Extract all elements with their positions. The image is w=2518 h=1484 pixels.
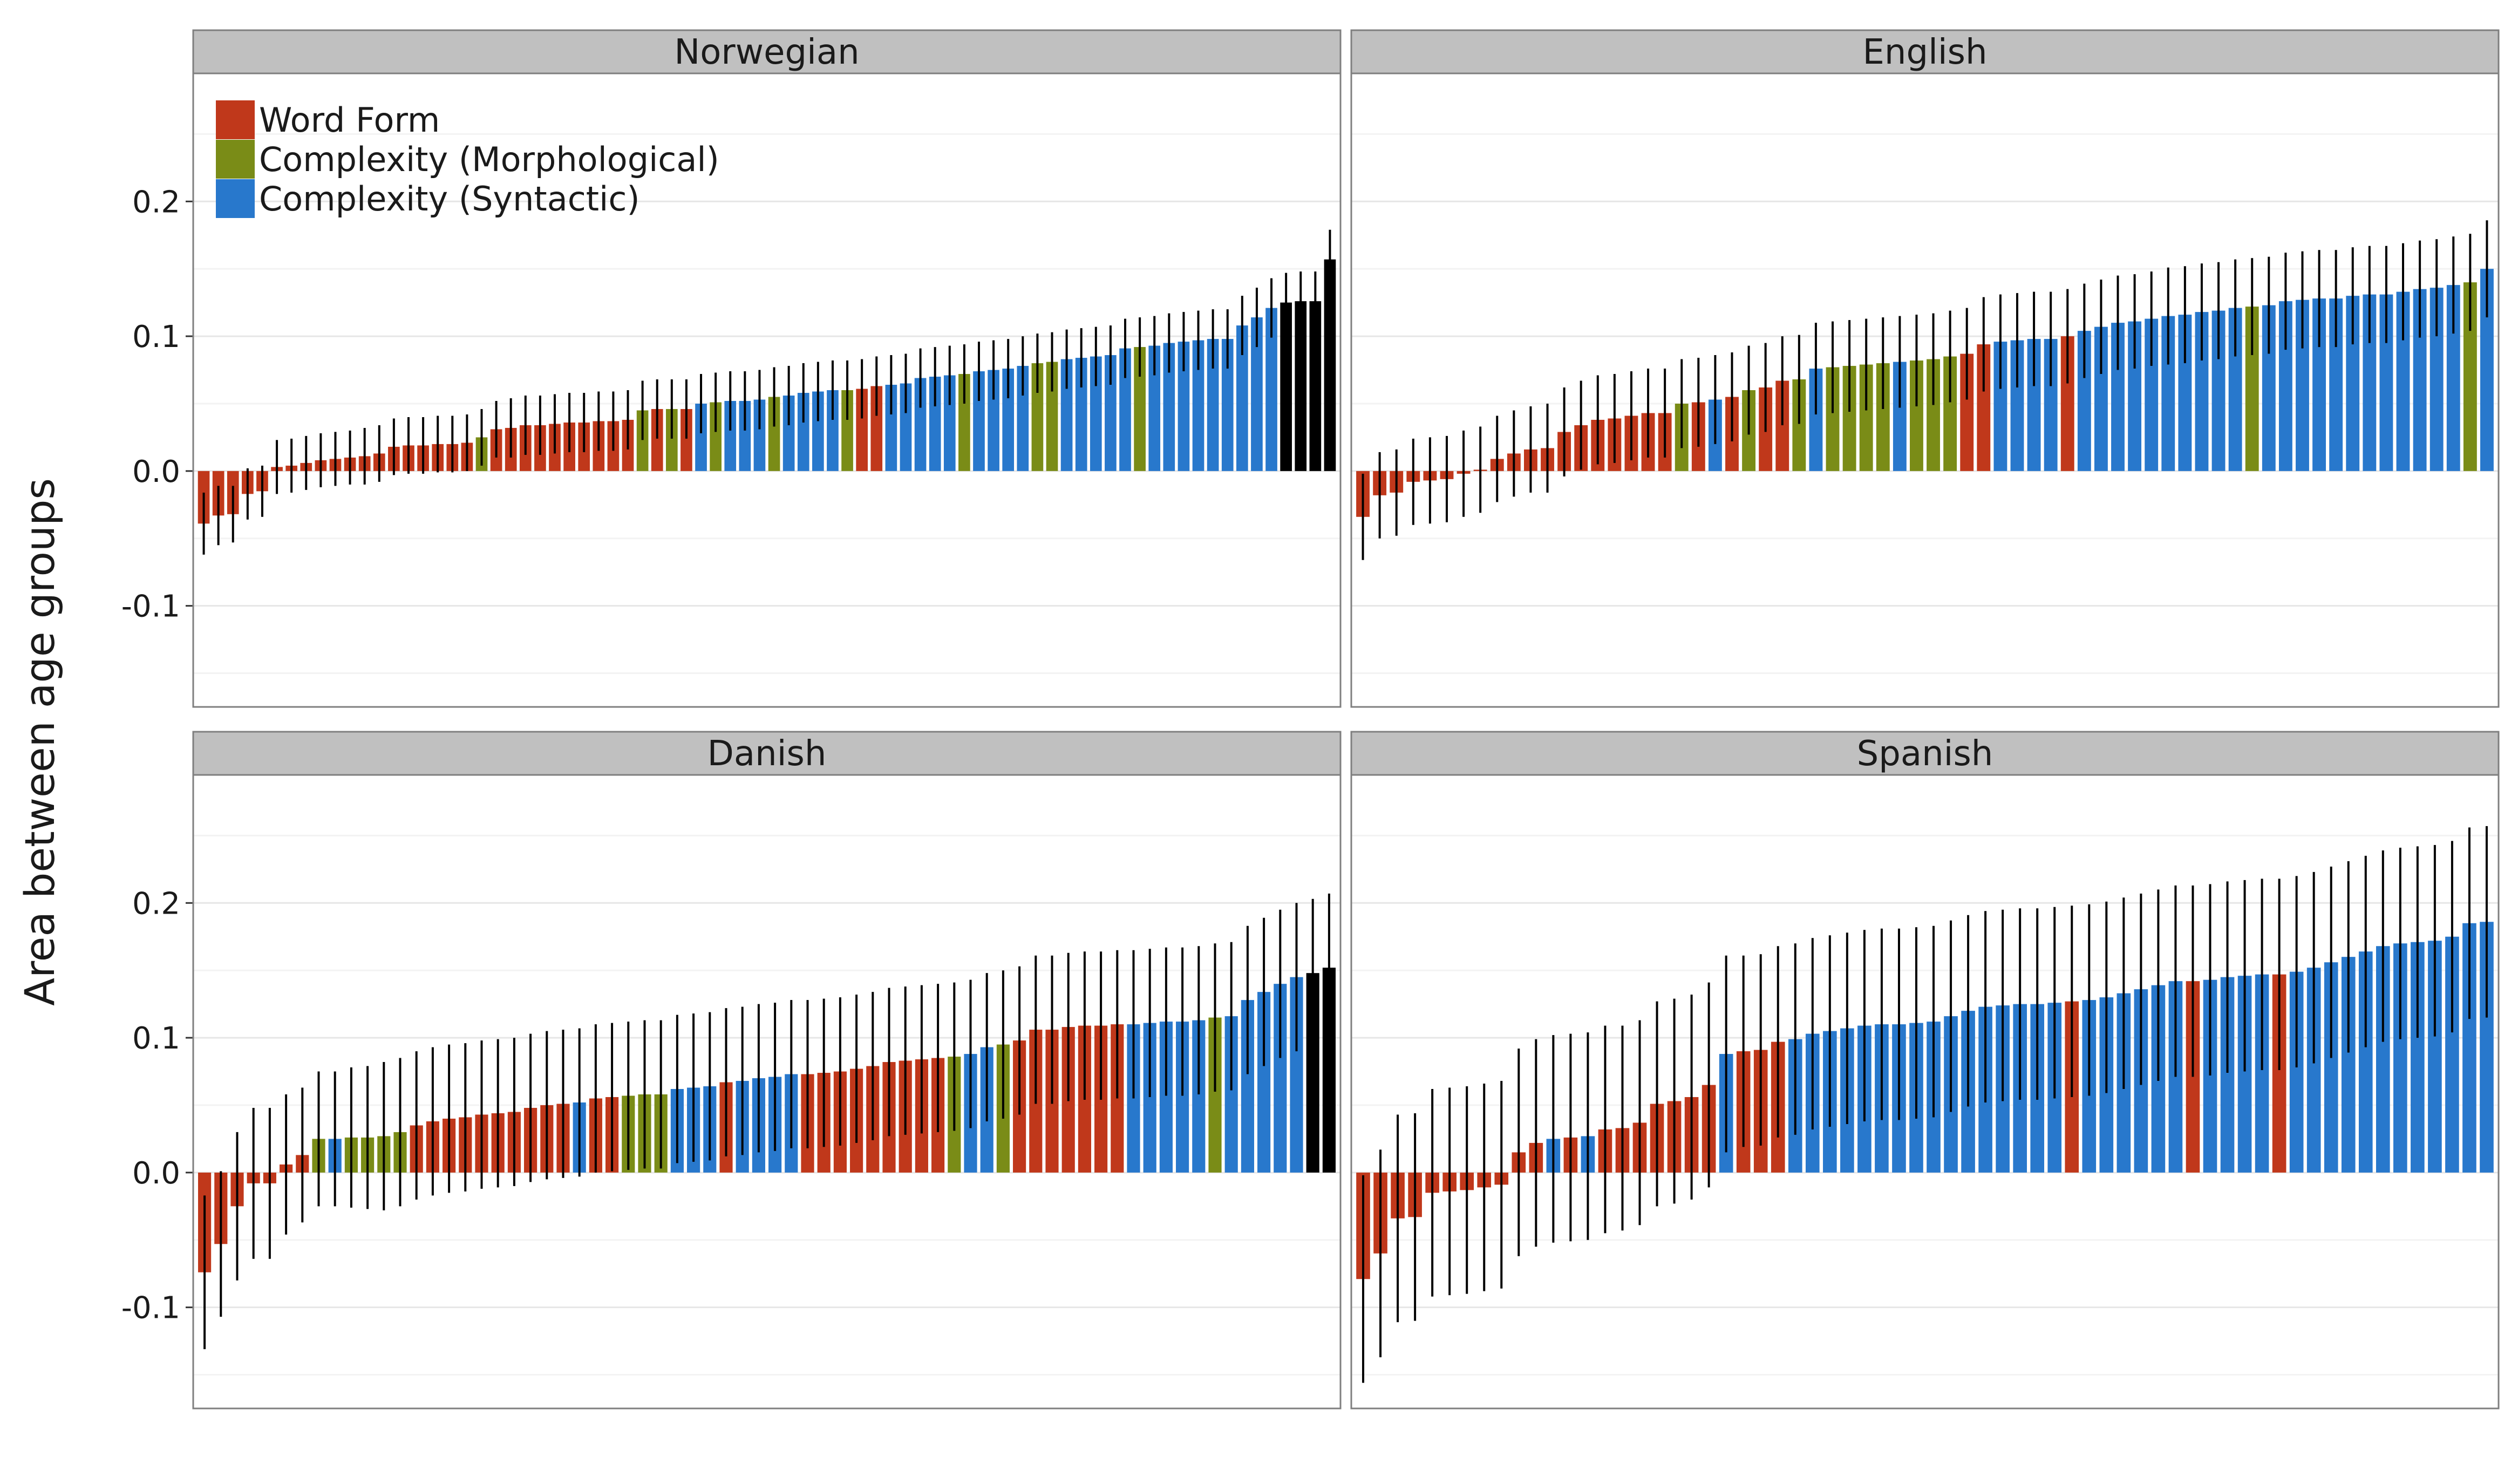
bar bbox=[1075, 358, 1087, 471]
bar bbox=[753, 399, 766, 471]
panel-background bbox=[1351, 73, 2499, 707]
bar bbox=[695, 403, 707, 471]
bar bbox=[1031, 363, 1044, 471]
bar bbox=[1163, 343, 1175, 471]
bar bbox=[943, 375, 956, 471]
bar bbox=[812, 391, 824, 471]
bar bbox=[973, 371, 985, 471]
bar bbox=[1251, 317, 1263, 471]
bar bbox=[680, 409, 692, 471]
bar bbox=[1060, 359, 1073, 471]
bar bbox=[782, 395, 795, 471]
bar bbox=[1046, 362, 1058, 471]
bar bbox=[1295, 301, 1307, 471]
bar bbox=[636, 410, 649, 471]
bar bbox=[1207, 339, 1219, 471]
bar bbox=[1119, 348, 1131, 471]
facet-strip-label: English bbox=[1862, 32, 1987, 72]
legend-label: Word Form bbox=[259, 100, 440, 140]
bar bbox=[797, 392, 809, 471]
legend-key bbox=[216, 179, 255, 218]
y-tick-label: -0.1 bbox=[121, 589, 180, 624]
y-tick-label: 0.0 bbox=[132, 454, 180, 489]
bar bbox=[856, 389, 868, 471]
bar bbox=[1148, 345, 1161, 471]
bar bbox=[1280, 302, 1292, 471]
facet-strip bbox=[192, 731, 1342, 776]
panel-norwegian: -0.1 0.0 0.1 0.2 Norwegian bbox=[121, 29, 1342, 708]
bar bbox=[1134, 347, 1146, 471]
panel-spanish: Spanish bbox=[1350, 731, 2500, 1410]
y-tick-label: 0.0 bbox=[132, 1156, 180, 1191]
facet-strip bbox=[1350, 731, 2500, 776]
legend-label: Complexity (Morphological) bbox=[259, 140, 719, 179]
bar bbox=[929, 377, 941, 471]
bar bbox=[885, 385, 897, 471]
bar bbox=[724, 400, 737, 471]
bar bbox=[710, 402, 722, 471]
bar bbox=[739, 400, 751, 471]
y-tick-label: 0.2 bbox=[132, 886, 180, 921]
y-axis-title: Area between age groups bbox=[16, 478, 64, 1006]
bar bbox=[1002, 369, 1015, 471]
facet-strip-label: Spanish bbox=[1857, 734, 1993, 774]
bar bbox=[870, 386, 883, 471]
legend-key bbox=[216, 100, 255, 139]
legend-key bbox=[216, 140, 255, 179]
bar bbox=[841, 390, 853, 471]
panel-danish: -0.1 0.0 0.1 0.2 Danish bbox=[121, 731, 1342, 1410]
bar bbox=[1309, 301, 1322, 471]
bar bbox=[958, 374, 970, 471]
y-tick-label: 0.1 bbox=[132, 319, 180, 355]
bar bbox=[1178, 342, 1190, 471]
bar bbox=[914, 378, 927, 471]
bar bbox=[1192, 340, 1204, 471]
bar bbox=[988, 370, 999, 471]
bar bbox=[1017, 366, 1029, 471]
bar bbox=[651, 409, 663, 471]
facet-strip bbox=[192, 29, 1342, 74]
bar bbox=[1236, 325, 1248, 471]
y-tick-label: 0.2 bbox=[132, 185, 180, 220]
bar bbox=[1324, 259, 1336, 471]
bar bbox=[1105, 355, 1117, 471]
facet-strip bbox=[1350, 29, 2500, 74]
bar bbox=[827, 390, 839, 471]
bar bbox=[665, 409, 678, 471]
bar bbox=[900, 383, 912, 471]
bar bbox=[768, 397, 780, 471]
facet-strip-label: Danish bbox=[707, 734, 827, 774]
panel-english: English bbox=[1350, 29, 2500, 708]
bar bbox=[1090, 356, 1102, 471]
y-tick-label: 0.1 bbox=[132, 1021, 180, 1056]
bar bbox=[1221, 339, 1234, 471]
bar bbox=[1265, 308, 1277, 471]
y-tick-label: -0.1 bbox=[121, 1291, 180, 1326]
facet-strip-label: Norwegian bbox=[674, 32, 859, 72]
legend-label: Complexity (Syntactic) bbox=[259, 179, 640, 219]
